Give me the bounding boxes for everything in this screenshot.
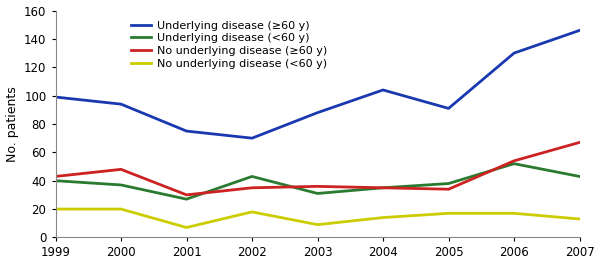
No underlying disease (<60 y) bbox=[511, 212, 518, 215]
Line: No underlying disease (≥60 y): No underlying disease (≥60 y) bbox=[56, 142, 580, 195]
Underlying disease (<60 y) bbox=[118, 183, 125, 187]
No underlying disease (≥60 y) bbox=[379, 186, 386, 189]
No underlying disease (≥60 y) bbox=[183, 193, 190, 196]
Underlying disease (≥60 y) bbox=[118, 103, 125, 106]
Underlying disease (≥60 y) bbox=[576, 29, 583, 32]
Underlying disease (≥60 y) bbox=[511, 51, 518, 55]
Underlying disease (<60 y) bbox=[511, 162, 518, 165]
No underlying disease (<60 y) bbox=[379, 216, 386, 219]
Underlying disease (<60 y) bbox=[183, 197, 190, 201]
No underlying disease (<60 y) bbox=[314, 223, 321, 226]
No underlying disease (<60 y) bbox=[183, 226, 190, 229]
No underlying disease (≥60 y) bbox=[511, 159, 518, 162]
No underlying disease (<60 y) bbox=[576, 217, 583, 220]
No underlying disease (<60 y) bbox=[445, 212, 452, 215]
No underlying disease (≥60 y) bbox=[52, 175, 59, 178]
Underlying disease (≥60 y) bbox=[248, 136, 256, 140]
No underlying disease (≥60 y) bbox=[314, 185, 321, 188]
Underlying disease (<60 y) bbox=[445, 182, 452, 185]
Underlying disease (<60 y) bbox=[576, 175, 583, 178]
Line: Underlying disease (≥60 y): Underlying disease (≥60 y) bbox=[56, 30, 580, 138]
Underlying disease (≥60 y) bbox=[314, 111, 321, 114]
No underlying disease (≥60 y) bbox=[118, 168, 125, 171]
No underlying disease (<60 y) bbox=[248, 210, 256, 214]
No underlying disease (<60 y) bbox=[52, 207, 59, 211]
Legend: Underlying disease (≥60 y), Underlying disease (<60 y), No underlying disease (≥: Underlying disease (≥60 y), Underlying d… bbox=[129, 18, 329, 71]
Underlying disease (<60 y) bbox=[52, 179, 59, 182]
Underlying disease (<60 y) bbox=[314, 192, 321, 195]
No underlying disease (≥60 y) bbox=[445, 188, 452, 191]
Underlying disease (≥60 y) bbox=[445, 107, 452, 110]
Underlying disease (<60 y) bbox=[379, 186, 386, 189]
No underlying disease (≥60 y) bbox=[248, 186, 256, 189]
No underlying disease (<60 y) bbox=[118, 207, 125, 211]
Underlying disease (≥60 y) bbox=[52, 95, 59, 99]
Underlying disease (≥60 y) bbox=[379, 88, 386, 91]
Underlying disease (≥60 y) bbox=[183, 130, 190, 133]
Line: Underlying disease (<60 y): Underlying disease (<60 y) bbox=[56, 164, 580, 199]
Underlying disease (<60 y) bbox=[248, 175, 256, 178]
Line: No underlying disease (<60 y): No underlying disease (<60 y) bbox=[56, 209, 580, 227]
Y-axis label: No. patients: No. patients bbox=[5, 86, 19, 162]
No underlying disease (≥60 y) bbox=[576, 141, 583, 144]
